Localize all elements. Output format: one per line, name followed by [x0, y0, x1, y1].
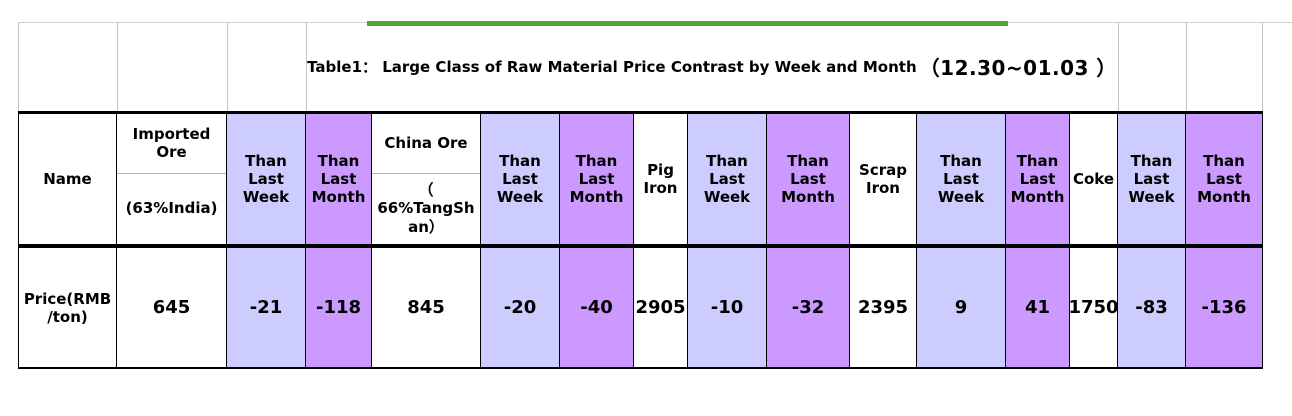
header-label: Coke	[1072, 169, 1115, 188]
header-label: Than Last Week	[937, 151, 985, 207]
gridline	[306, 22, 307, 111]
header-cell-than-last-month-1[interactable]: Than Last Month	[306, 114, 372, 244]
data-cell-than-last-week-5[interactable]: -83	[1118, 248, 1186, 367]
gridline	[117, 22, 118, 111]
data-cell-imported-ore[interactable]: 645	[117, 248, 227, 367]
cell-value: 2395	[857, 297, 909, 318]
data-cell-than-last-month-4[interactable]: 41	[1006, 248, 1070, 367]
table-title: Table1： Large Class of Raw Material Pric…	[307, 58, 917, 76]
table-title-period: （12.30~01.03 ）	[919, 56, 1117, 80]
cell-value: 845	[407, 297, 445, 318]
header-main: China Ore	[384, 134, 468, 153]
header-sub: （ 66%TangShan）	[372, 172, 480, 245]
gridline	[1262, 22, 1263, 111]
header-bottom-border	[18, 244, 1263, 248]
cell-value: -40	[580, 297, 613, 318]
header-cell-coke[interactable]: Coke	[1070, 114, 1118, 244]
header-cell-imported-ore[interactable]: Imported Ore (63%India)	[117, 114, 227, 244]
cell-value: -136	[1201, 297, 1247, 318]
cell-value: -32	[791, 297, 825, 318]
header-label: Than Last Month	[311, 151, 366, 207]
gridline	[1186, 22, 1187, 111]
header-cell-than-last-week-3[interactable]: Than Last Week	[688, 114, 767, 244]
gridline	[227, 22, 228, 111]
header-cell-than-last-week-1[interactable]: Than Last Week	[227, 114, 306, 244]
header-label: Than Last Month	[1197, 151, 1251, 207]
header-label: Than Last Month	[781, 151, 835, 207]
data-cell-than-last-week-3[interactable]: -10	[688, 248, 767, 367]
header-cell-than-last-month-2[interactable]: Than Last Month	[560, 114, 634, 244]
header-label: Than Last Week	[1128, 151, 1175, 207]
cell-value: 41	[1024, 297, 1051, 318]
data-cell-than-last-month-3[interactable]: -32	[767, 248, 850, 367]
header-cell-pig-iron[interactable]: Pig Iron	[634, 114, 688, 244]
header-label: Than Last Month	[1010, 151, 1065, 207]
cell-value: -20	[503, 297, 537, 318]
cell-value: -21	[249, 297, 283, 318]
data-cell-than-last-month-5[interactable]: -136	[1186, 248, 1263, 367]
data-cell-than-last-week-2[interactable]: -20	[481, 248, 560, 367]
header-cell-than-last-week-2[interactable]: Than Last Week	[481, 114, 560, 244]
header-label: Than Last Week	[242, 151, 290, 207]
header-cell-than-last-month-3[interactable]: Than Last Month	[767, 114, 850, 244]
header-cell-than-last-month-4[interactable]: Than Last Month	[1006, 114, 1070, 244]
header-cell-scrap-iron[interactable]: Scrap Iron	[850, 114, 917, 244]
header-label: Pig Iron	[643, 160, 678, 197]
table-bottom-border	[18, 367, 1263, 369]
header-cell-than-last-week-5[interactable]: Than Last Week	[1118, 114, 1186, 244]
gridline	[1118, 22, 1119, 111]
cell-value: -83	[1135, 297, 1168, 318]
cell-value: -118	[315, 297, 362, 318]
cell-value: 9	[954, 297, 968, 318]
data-cell-scrap-iron[interactable]: 2395	[850, 248, 917, 367]
cell-value: 645	[152, 297, 191, 318]
gridline	[18, 22, 19, 111]
data-cell-than-last-month-2[interactable]: -40	[560, 248, 634, 367]
data-cell-than-last-week-4[interactable]: 9	[917, 248, 1006, 367]
green-rule	[367, 21, 1008, 26]
header-cell-china-ore[interactable]: China Ore （ 66%TangShan）	[372, 114, 481, 244]
header-label: Than Last Week	[496, 151, 544, 207]
data-cell-pig-iron[interactable]: 2905	[634, 248, 688, 367]
data-cell-coke[interactable]: 1750	[1068, 248, 1119, 367]
header-cell-name[interactable]: Name	[18, 114, 117, 244]
header-label: Than Last Month	[569, 151, 624, 207]
table-title-cell[interactable]: Table1： Large Class of Raw Material Pric…	[306, 22, 1118, 111]
row-label: Price(RMB /ton)	[23, 289, 112, 326]
header-label: Scrap Iron	[859, 160, 907, 197]
data-cell-than-last-month-1[interactable]: -118	[306, 248, 372, 367]
cell-value: 2905	[635, 297, 686, 318]
header-main: Imported Ore	[132, 124, 211, 162]
row-label-cell[interactable]: Price(RMB /ton)	[18, 248, 117, 367]
header-label: Name	[43, 169, 92, 188]
data-cell-china-ore[interactable]: 845	[372, 248, 481, 367]
cell-value: 1750	[1068, 297, 1119, 318]
cell-value: -10	[710, 297, 744, 318]
header-top-border	[18, 111, 1263, 114]
header-cell-than-last-week-4[interactable]: Than Last Week	[917, 114, 1006, 244]
header-sub: (63%India)	[117, 172, 226, 245]
header-cell-than-last-month-5[interactable]: Than Last Month	[1186, 114, 1263, 244]
data-cell-than-last-week-1[interactable]: -21	[227, 248, 306, 367]
header-label: Than Last Week	[703, 151, 751, 207]
